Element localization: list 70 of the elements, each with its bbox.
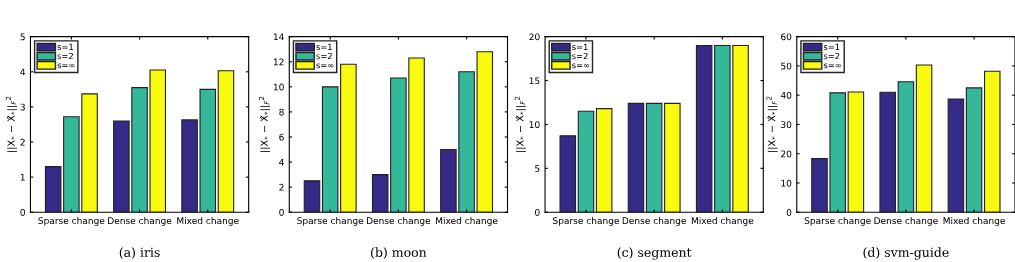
y-axis-title: ||X$_{*}$ − X̂$_{*}$||$_{F}$$^{2}$ bbox=[766, 96, 778, 152]
y-tick-label: 20 bbox=[529, 33, 540, 41]
bar bbox=[965, 87, 983, 213]
y-tick-label: 10 bbox=[781, 179, 792, 187]
x-tick-label: Mixed change bbox=[177, 217, 239, 226]
text: (a) iris bbox=[119, 247, 160, 259]
bar bbox=[879, 91, 896, 213]
bar bbox=[897, 81, 915, 213]
y-tick-label: 6 bbox=[279, 133, 284, 141]
text: (b) moon bbox=[371, 247, 427, 259]
y-tick-label: 0 bbox=[279, 208, 284, 216]
legend-label: s=∞ bbox=[572, 63, 590, 69]
y-tick-label: 10 bbox=[273, 83, 284, 91]
y-tick-label: 1 bbox=[20, 173, 25, 181]
y-tick-label: 2 bbox=[20, 138, 25, 146]
legend-label: s=∞ bbox=[57, 63, 75, 69]
y-tick-label: 40 bbox=[780, 91, 792, 99]
y-tick-label: 12 bbox=[273, 58, 284, 66]
y-axis-title: ||X$_{*}$ − X̂$_{*}$||$_{F}$$^{2}$ bbox=[514, 96, 526, 152]
y-tick-label: 14 bbox=[273, 33, 284, 41]
legend-label: s=1 bbox=[57, 43, 73, 51]
bar bbox=[983, 70, 1001, 213]
y-tick-label: 3 bbox=[20, 103, 25, 111]
x-tick-label: Dense change bbox=[874, 217, 938, 226]
bar bbox=[577, 110, 595, 213]
legend-label: s=1 bbox=[823, 43, 840, 51]
y-tick-label: 30 bbox=[781, 121, 792, 129]
x-tick-label: Dense change bbox=[622, 217, 686, 226]
bar bbox=[627, 102, 645, 213]
x-tick-label: Mixed change bbox=[436, 217, 498, 226]
x-tick-label: Mixed change bbox=[943, 217, 1005, 226]
y-tick-label: 60 bbox=[781, 33, 792, 41]
x-tick-label: Dense change bbox=[366, 217, 431, 226]
legend-label: s=∞ bbox=[316, 63, 334, 69]
bar bbox=[217, 70, 235, 213]
x-tick-label: Sparse change bbox=[804, 217, 871, 226]
y-tick-label: 50 bbox=[781, 62, 792, 70]
legend-label: s=2 bbox=[572, 52, 588, 60]
y-axis-title: ||X$_{*}$ − X̂$_{*}$||$_{F}$$^{2}$ bbox=[5, 96, 17, 152]
y-tick-label: 8 bbox=[279, 108, 284, 116]
y-tick-label: 2 bbox=[279, 183, 284, 191]
y-tick-label: 4 bbox=[279, 158, 284, 166]
text: (d) svm-guide bbox=[863, 247, 949, 260]
legend-label: s=1 bbox=[316, 43, 332, 51]
legend-label: s=1 bbox=[572, 43, 588, 51]
x-tick-label: Sparse change bbox=[38, 217, 105, 226]
y-tick-label: 5 bbox=[535, 165, 540, 172]
x-tick-label: Sparse change bbox=[553, 217, 620, 226]
bar bbox=[947, 98, 965, 213]
x-tick-label: Mixed change bbox=[691, 217, 754, 226]
legend-label: s=∞ bbox=[823, 63, 841, 69]
bar bbox=[559, 135, 577, 213]
y-tick-label: 4 bbox=[20, 68, 26, 76]
legend-label: s=2 bbox=[316, 52, 332, 60]
y-tick-label: 0 bbox=[20, 208, 25, 216]
y-tick-label: 5 bbox=[20, 33, 25, 41]
bar bbox=[303, 180, 321, 213]
bar bbox=[915, 64, 933, 213]
bar bbox=[595, 108, 613, 213]
x-tick-label: Sparse change bbox=[297, 217, 364, 226]
y-axis-title: ||X$_{*}$ − X̂$_{*}$||$_{F}$$^{2}$ bbox=[258, 96, 271, 152]
y-tick-label: 15 bbox=[529, 77, 540, 85]
y-tick-label: 10 bbox=[529, 121, 540, 129]
y-tick-label: 20 bbox=[781, 150, 792, 158]
legend-label: s=2 bbox=[823, 52, 840, 60]
legend-label: s=2 bbox=[57, 52, 73, 60]
x-tick-label: Dense change bbox=[108, 217, 172, 226]
y-tick-label: 0 bbox=[535, 208, 540, 216]
text: (c) segment bbox=[617, 247, 692, 260]
y-tick-label: 0 bbox=[786, 208, 792, 216]
